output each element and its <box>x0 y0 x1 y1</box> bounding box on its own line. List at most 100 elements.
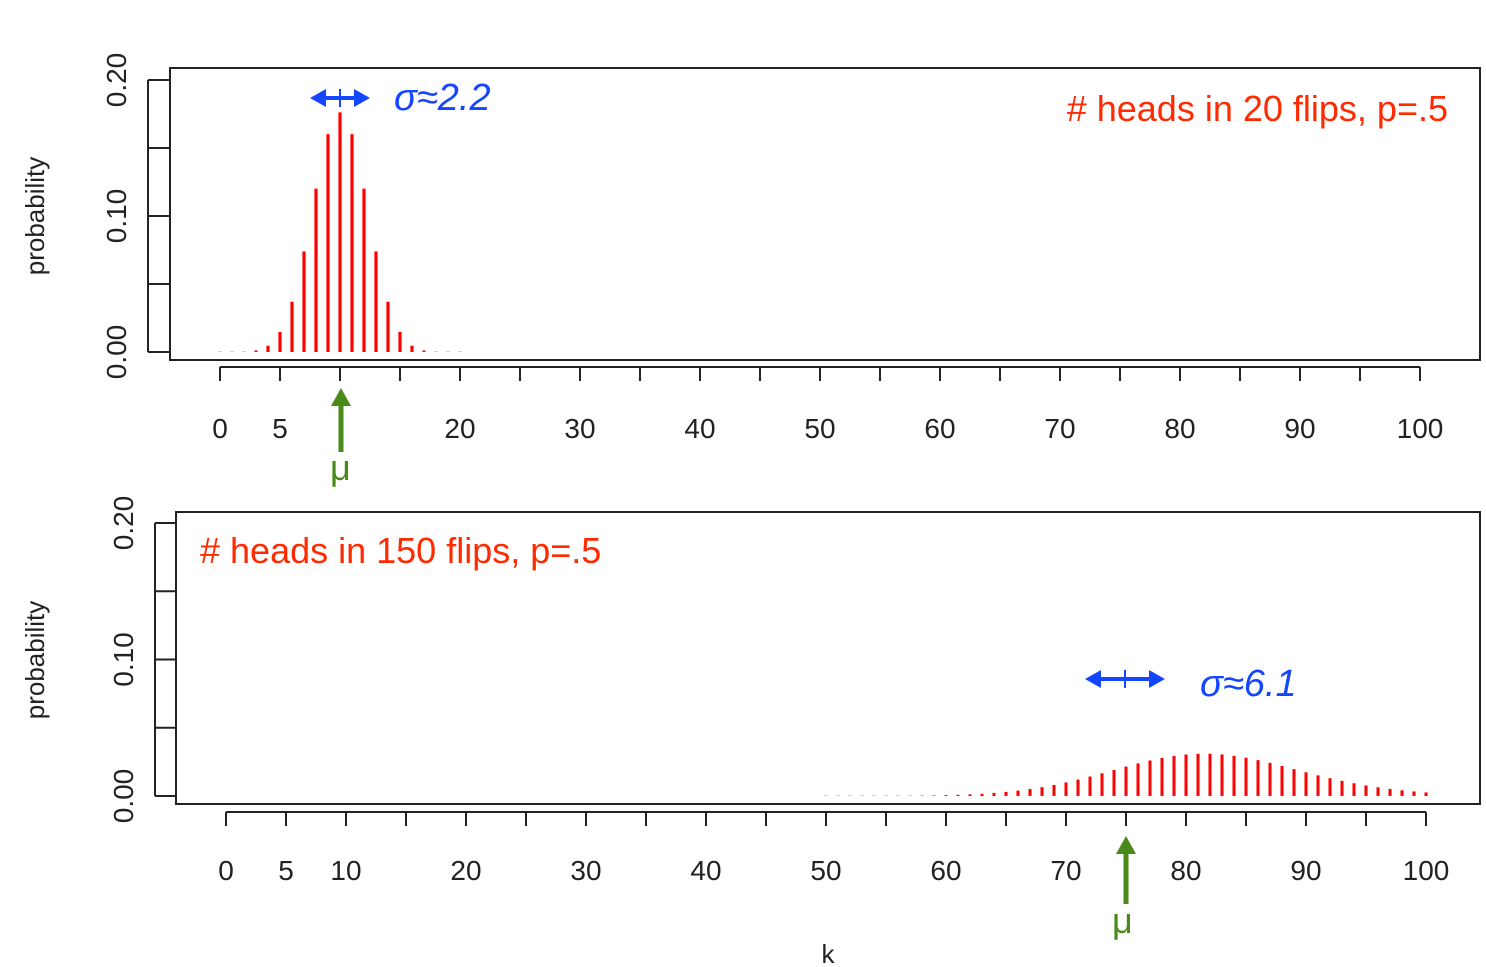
bar <box>956 794 960 796</box>
x-tick-label: 100 <box>1403 855 1450 886</box>
mu-annotation: μ <box>330 388 351 488</box>
bar <box>302 251 306 352</box>
x-tick-label: 20 <box>444 413 475 444</box>
bar <box>980 793 984 796</box>
bar <box>266 345 270 352</box>
bar <box>1244 757 1248 796</box>
top-chart-panel: 0.00 0.10 0.20 0 5 20 30 40 50 60 70 80 90 100 proba… <box>20 53 1481 488</box>
mu-arrowhead <box>331 388 351 406</box>
bar <box>326 134 330 352</box>
bottom-chart-panel: 0.00 0.10 0.20 0 5 10 20 30 40 50 60 70 80 90 100 pro… <box>20 496 1481 967</box>
bar <box>410 345 414 352</box>
x-tick-label: 60 <box>930 855 961 886</box>
distribution-label: # heads in 150 flips, p=.5 <box>200 530 601 571</box>
bar <box>1232 755 1236 796</box>
y-axis-title: probability <box>20 157 50 276</box>
plot-frame <box>169 67 1481 361</box>
bar <box>278 331 282 352</box>
bar <box>1268 762 1272 796</box>
bar <box>1196 753 1200 796</box>
bar <box>338 112 342 353</box>
x-tick-label: 30 <box>564 413 595 444</box>
bar <box>1184 754 1188 796</box>
mu-label: μ <box>330 447 351 488</box>
bar <box>992 792 996 796</box>
x-tick-label: 80 <box>1164 413 1195 444</box>
bar-series <box>218 112 462 353</box>
x-tick-label: 20 <box>450 855 481 886</box>
x-tick-label: 40 <box>684 413 715 444</box>
sigma-annotation: σ≈2.2 <box>310 77 491 119</box>
bar <box>1388 788 1392 796</box>
bar <box>1016 790 1020 796</box>
x-tick-label: 5 <box>278 855 294 886</box>
x-tick-label: 5 <box>272 413 288 444</box>
bar <box>1328 778 1332 796</box>
bar <box>398 331 402 352</box>
bar <box>1352 783 1356 796</box>
sigma-arrowhead-right <box>354 89 370 107</box>
x-axis: 0 5 10 20 30 40 50 60 70 80 90 100 <box>218 811 1450 886</box>
x-tick-label: 100 <box>1397 413 1444 444</box>
bar <box>1340 780 1344 796</box>
bar <box>944 795 948 796</box>
bar <box>350 134 354 352</box>
bar <box>1124 766 1128 796</box>
sigma-label: σ≈2.2 <box>394 77 491 119</box>
bar <box>1004 791 1008 796</box>
sigma-arrow <box>1085 670 1165 688</box>
x-tick-label: 0 <box>212 413 228 444</box>
bar <box>1052 784 1056 796</box>
bar <box>386 301 390 352</box>
bar <box>1160 757 1164 796</box>
bar <box>1292 769 1296 796</box>
bar <box>1136 763 1140 796</box>
y-tick-label: 0.10 <box>108 632 139 687</box>
bar <box>290 301 294 352</box>
mu-label: μ <box>1112 900 1133 941</box>
bar <box>1304 772 1308 796</box>
y-tick-label: 0.20 <box>101 53 132 108</box>
x-axis-title: k <box>822 939 836 967</box>
bar <box>1088 776 1092 796</box>
bar <box>1412 791 1416 796</box>
sigma-annotation: σ≈6.1 <box>1085 663 1297 705</box>
bar <box>1280 765 1284 796</box>
plot-frame <box>175 511 1481 805</box>
mu-annotation: μ <box>1112 836 1136 941</box>
y-tick-label: 0.20 <box>108 496 139 551</box>
x-tick-label: 30 <box>570 855 601 886</box>
bar <box>1172 755 1176 796</box>
bar <box>1316 775 1320 796</box>
sigma-arrow <box>310 89 370 107</box>
mu-arrow <box>1116 836 1136 904</box>
bar <box>932 795 936 796</box>
x-tick-label: 50 <box>804 413 835 444</box>
x-tick-label: 60 <box>924 413 955 444</box>
bar <box>1256 760 1260 796</box>
bar <box>1364 785 1368 796</box>
x-tick-label: 80 <box>1170 855 1201 886</box>
y-axis-title: probability <box>20 601 50 720</box>
x-tick-label: 70 <box>1050 855 1081 886</box>
bar <box>1424 792 1428 796</box>
bar <box>314 188 318 352</box>
bar <box>362 188 366 352</box>
bar <box>1400 790 1404 796</box>
sigma-label: σ≈6.1 <box>1200 663 1297 705</box>
bar <box>254 350 258 352</box>
bar <box>1100 773 1104 796</box>
bar <box>1040 787 1044 796</box>
bar <box>968 794 972 796</box>
x-tick-label: 70 <box>1044 413 1075 444</box>
x-tick-label: 40 <box>690 855 721 886</box>
x-tick-label: 0 <box>218 855 234 886</box>
bar <box>1112 769 1116 796</box>
y-axis: 0.00 0.10 0.20 <box>101 53 170 379</box>
bar <box>1376 787 1380 796</box>
x-tick-label: 50 <box>810 855 841 886</box>
sigma-arrowhead-left <box>1085 670 1101 688</box>
bar <box>374 251 378 352</box>
bar <box>1028 789 1032 796</box>
